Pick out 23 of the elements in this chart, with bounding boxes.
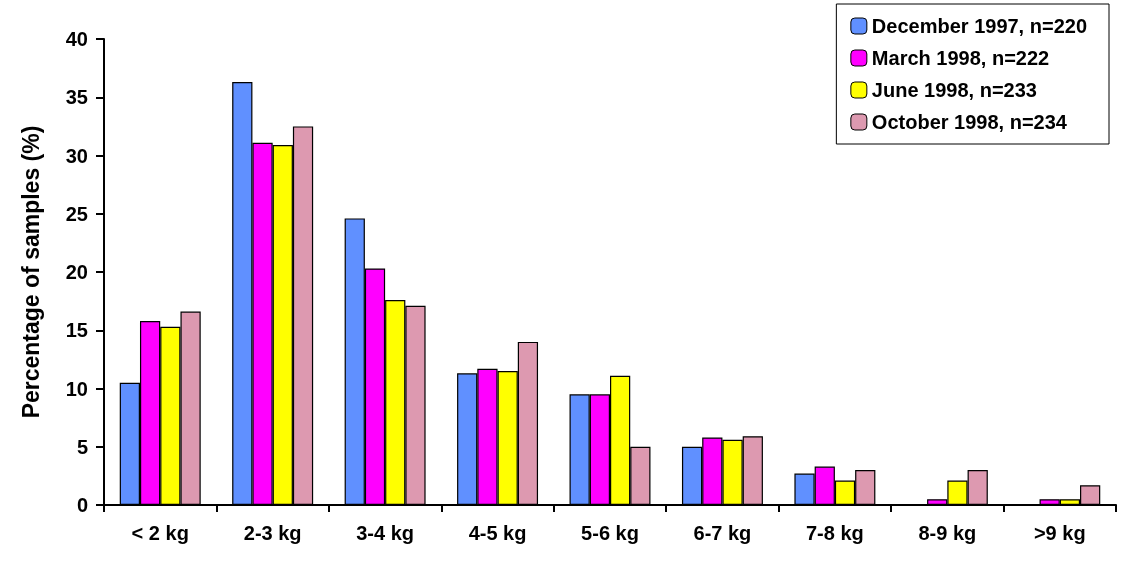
y-tick-label: 5 bbox=[76, 435, 88, 458]
y-tick-label: 30 bbox=[65, 144, 88, 167]
y-tick-label: 35 bbox=[65, 86, 88, 109]
x-tick-label: 8-9 kg bbox=[918, 522, 977, 544]
y-tick-label: 20 bbox=[65, 261, 88, 283]
x-tick-label: 5-6 kg bbox=[581, 522, 639, 544]
x-tick-label: 3-4 kg bbox=[356, 522, 415, 544]
x-tick-label: < 2 kg bbox=[131, 522, 189, 544]
legend-label: June 1998, n=233 bbox=[871, 79, 1037, 101]
y-tick-label: 10 bbox=[65, 377, 88, 400]
legend-label: March 1998, n=222 bbox=[871, 47, 1050, 69]
x-tick-label: 7-8 kg bbox=[805, 522, 864, 544]
legend-label: October 1998, n=234 bbox=[871, 111, 1068, 133]
y-tick-label: 40 bbox=[65, 28, 88, 50]
y-tick-label: 25 bbox=[65, 202, 88, 225]
y-axis-title: Percentage of samples (%) bbox=[17, 125, 44, 419]
x-tick-label: >9 kg bbox=[1033, 522, 1086, 544]
x-tick-label: 6-7 kg bbox=[693, 522, 752, 544]
x-tick-label: 2-3 kg bbox=[243, 522, 302, 544]
y-tick-label: 0 bbox=[76, 494, 88, 516]
x-tick-label: 4-5 kg bbox=[468, 522, 527, 544]
y-tick-label: 15 bbox=[65, 319, 88, 342]
legend-label: December 1997, n=220 bbox=[871, 15, 1088, 37]
